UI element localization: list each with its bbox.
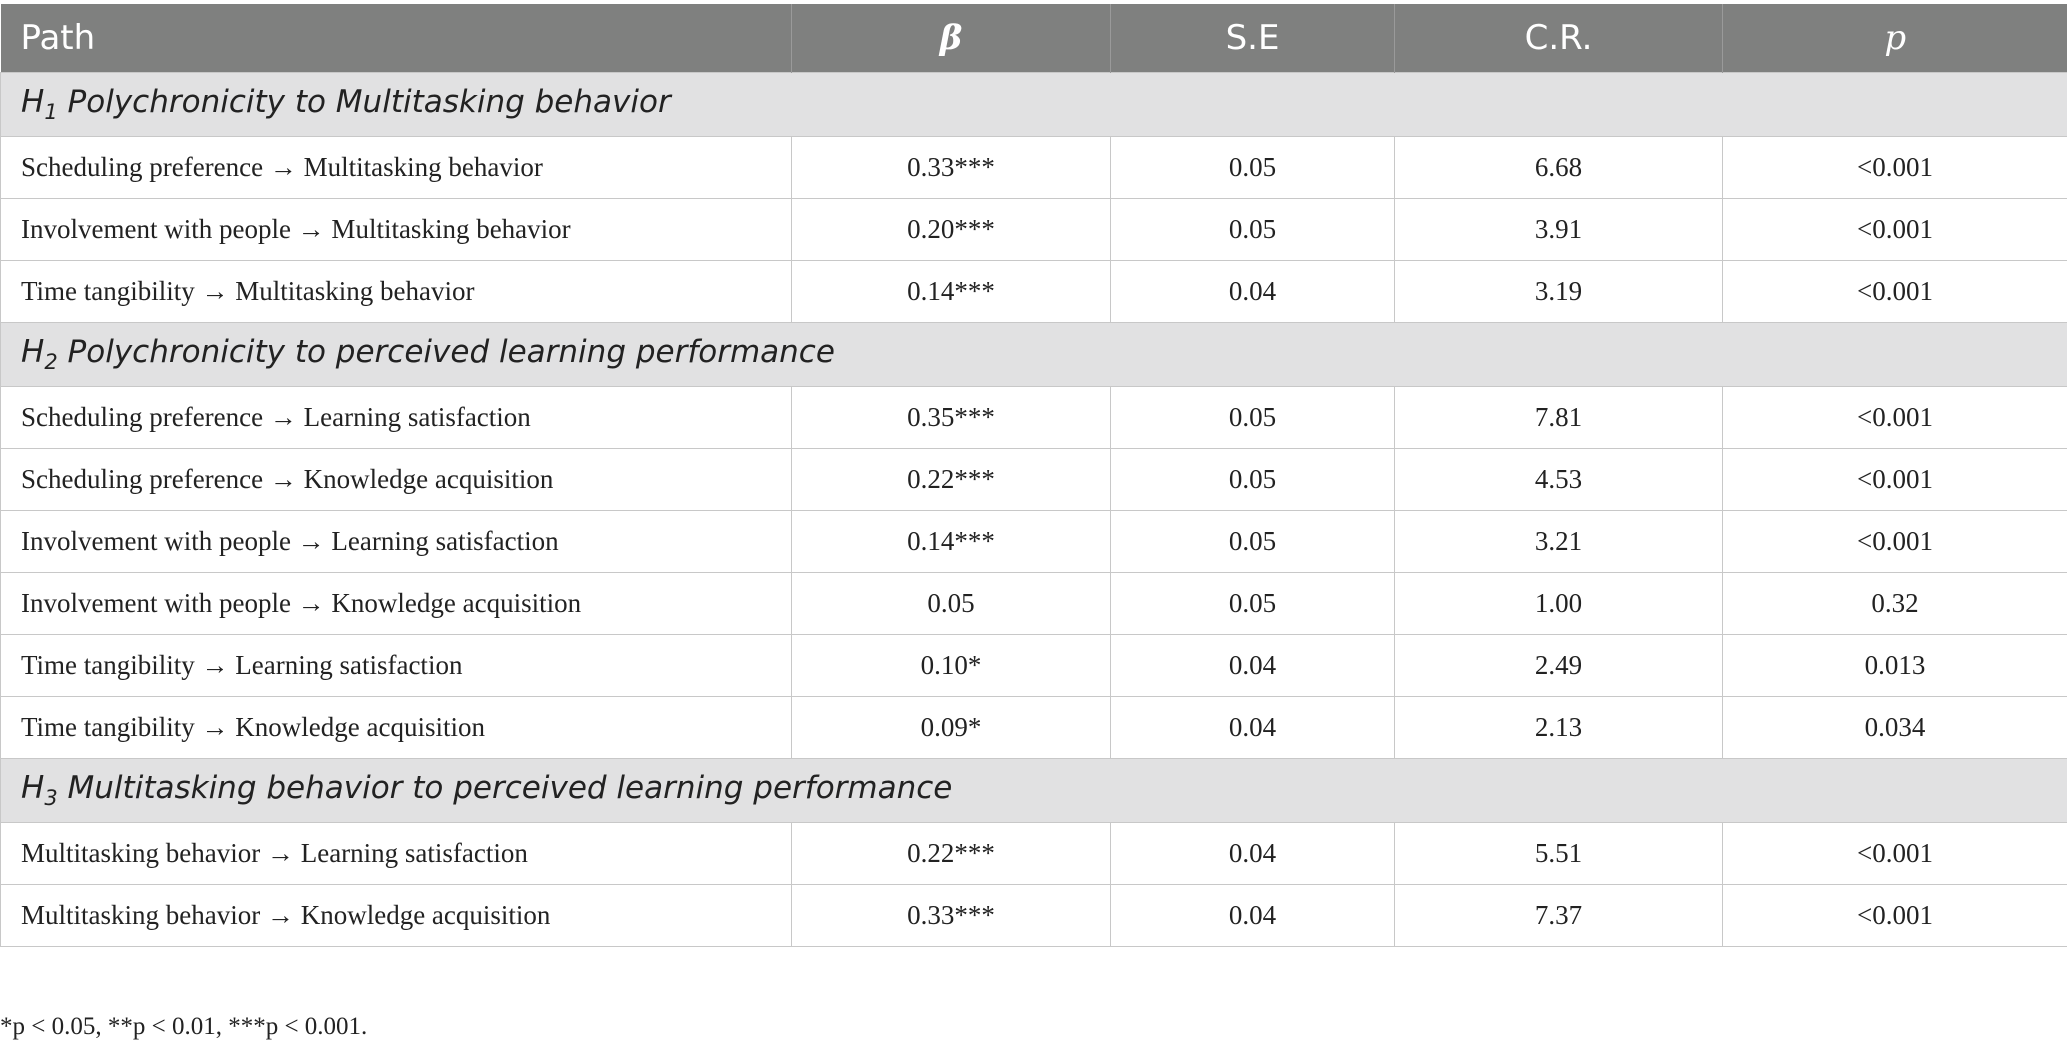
section-title-text: Multitasking behavior to perceived learn… [57, 770, 953, 807]
path-cell: Involvement with people → Knowledge acqu… [0, 572, 792, 635]
section-title-text: Polychronicity to perceived learning per… [57, 334, 835, 371]
cr-cell: 3.19 [1394, 260, 1723, 323]
cr-cell: 3.21 [1394, 510, 1723, 573]
header-cr: C.R. [1394, 4, 1723, 73]
se-cell: 0.04 [1110, 260, 1395, 323]
table-row: Involvement with people → Knowledge acqu… [0, 572, 2067, 635]
table-row: Multitasking behavior → Learning satisfa… [0, 822, 2067, 885]
table-row: Scheduling preference → Multitasking beh… [0, 136, 2067, 199]
table-header: Path β S.E C.R. p [0, 4, 2067, 73]
table-row: Scheduling preference → Learning satisfa… [0, 386, 2067, 449]
p-cell: 0.013 [1722, 634, 2067, 697]
p-cell: <0.001 [1722, 198, 2067, 261]
path-cell: Scheduling preference → Multitasking beh… [0, 136, 792, 199]
p-cell: <0.001 [1722, 822, 2067, 885]
hypothesis-number: 3 [44, 786, 58, 811]
se-cell: 0.05 [1110, 386, 1395, 449]
se-cell: 0.04 [1110, 884, 1395, 947]
cr-cell: 1.00 [1394, 572, 1723, 635]
section-row: H3 Multitasking behavior to perceived le… [0, 758, 2067, 823]
table-row: Time tangibility → Knowledge acquisition… [0, 696, 2067, 759]
beta-cell: 0.33*** [791, 884, 1111, 947]
beta-cell: 0.14*** [791, 510, 1111, 573]
hypothesis-number: 1 [44, 100, 58, 125]
cr-cell: 7.37 [1394, 884, 1723, 947]
beta-cell: 0.10* [791, 634, 1111, 697]
beta-cell: 0.35*** [791, 386, 1111, 449]
table-row: Involvement with people → Learning satis… [0, 510, 2067, 573]
results-table: Path β S.E C.R. p H1 Polychronicity to M… [0, 4, 2067, 947]
p-cell: 0.034 [1722, 696, 2067, 759]
beta-cell: 0.05 [791, 572, 1111, 635]
p-cell: <0.001 [1722, 260, 2067, 323]
p-cell: 0.32 [1722, 572, 2067, 635]
cr-cell: 6.68 [1394, 136, 1723, 199]
se-cell: 0.05 [1110, 198, 1395, 261]
header-row: Path β S.E C.R. p [0, 4, 2067, 73]
hypothesis-letter: H [21, 770, 45, 807]
se-cell: 0.05 [1110, 136, 1395, 199]
se-cell: 0.05 [1110, 448, 1395, 511]
path-cell: Scheduling preference → Learning satisfa… [0, 386, 792, 449]
path-cell: Multitasking behavior → Knowledge acquis… [0, 884, 792, 947]
header-beta: β [791, 4, 1111, 73]
se-cell: 0.04 [1110, 696, 1395, 759]
table-row: Multitasking behavior → Knowledge acquis… [0, 884, 2067, 947]
se-cell: 0.05 [1110, 572, 1395, 635]
beta-cell: 0.09* [791, 696, 1111, 759]
se-cell: 0.05 [1110, 510, 1395, 573]
path-cell: Involvement with people → Multitasking b… [0, 198, 792, 261]
section-title-text: Polychronicity to Multitasking behavior [57, 84, 671, 121]
path-cell: Time tangibility → Knowledge acquisition [0, 696, 792, 759]
footnote: *p < 0.05, **p < 0.01, ***p < 0.001. [0, 1013, 368, 1040]
se-cell: 0.04 [1110, 634, 1395, 697]
path-cell: Scheduling preference → Knowledge acquis… [0, 448, 792, 511]
section-row: H2 Polychronicity to perceived learning … [0, 322, 2067, 387]
path-cell: Involvement with people → Learning satis… [0, 510, 792, 573]
beta-cell: 0.22*** [791, 448, 1111, 511]
se-cell: 0.04 [1110, 822, 1395, 885]
hypothesis-number: 2 [44, 350, 58, 375]
table-row: Scheduling preference → Knowledge acquis… [0, 448, 2067, 511]
p-cell: <0.001 [1722, 386, 2067, 449]
table-row: Time tangibility → Learning satisfaction… [0, 634, 2067, 697]
section-title: H2 Polychronicity to perceived learning … [0, 322, 2067, 387]
beta-cell: 0.20*** [791, 198, 1111, 261]
p-cell: <0.001 [1722, 884, 2067, 947]
hypothesis-letter: H [21, 84, 45, 121]
cr-cell: 4.53 [1394, 448, 1723, 511]
p-cell: <0.001 [1722, 448, 2067, 511]
cr-cell: 2.13 [1394, 696, 1723, 759]
beta-cell: 0.33*** [791, 136, 1111, 199]
p-cell: <0.001 [1722, 510, 2067, 573]
cr-cell: 2.49 [1394, 634, 1723, 697]
header-p: p [1722, 4, 2067, 73]
table-row: Involvement with people → Multitasking b… [0, 198, 2067, 261]
hypothesis-letter: H [21, 334, 45, 371]
path-cell: Time tangibility → Learning satisfaction [0, 634, 792, 697]
beta-cell: 0.14*** [791, 260, 1111, 323]
cr-cell: 7.81 [1394, 386, 1723, 449]
cr-cell: 3.91 [1394, 198, 1723, 261]
beta-cell: 0.22*** [791, 822, 1111, 885]
section-title: H3 Multitasking behavior to perceived le… [0, 758, 2067, 823]
table-body: H1 Polychronicity to Multitasking behavi… [0, 72, 2067, 947]
section-title: H1 Polychronicity to Multitasking behavi… [0, 72, 2067, 137]
section-row: H1 Polychronicity to Multitasking behavi… [0, 72, 2067, 137]
table-row: Time tangibility → Multitasking behavior… [0, 260, 2067, 323]
p-cell: <0.001 [1722, 136, 2067, 199]
header-path: Path [0, 4, 792, 73]
path-cell: Time tangibility → Multitasking behavior [0, 260, 792, 323]
header-se: S.E [1110, 4, 1395, 73]
path-cell: Multitasking behavior → Learning satisfa… [0, 822, 792, 885]
cr-cell: 5.51 [1394, 822, 1723, 885]
